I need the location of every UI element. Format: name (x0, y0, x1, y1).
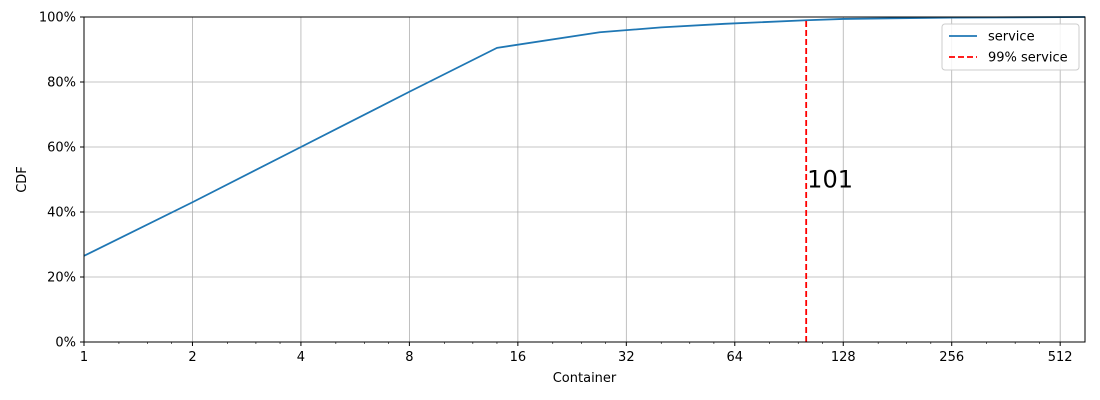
y-tick-label: 0% (55, 336, 76, 351)
x-tick-label: 2 (188, 350, 196, 365)
y-tick-label: 20% (47, 271, 76, 286)
legend-label-99-service: 99% service (988, 51, 1068, 66)
x-tick-label: 64 (727, 350, 744, 365)
y-axis-title: CDF (15, 166, 30, 193)
x-tick-label: 128 (831, 350, 856, 365)
x-tick-label: 512 (1048, 350, 1073, 365)
x-tick-label: 4 (297, 350, 305, 365)
axes-layer: 1 2 4 8 16 32 64 128 256 512 0% 20% 40% 60% 80% 100% (39, 11, 1086, 365)
y-tick-label: 100% (39, 11, 76, 26)
x-axis-title: Container (553, 371, 617, 386)
x-tick-label: 256 (939, 350, 964, 365)
y-tick-label: 40% (47, 206, 76, 221)
y-tick-label: 60% (47, 141, 76, 156)
x-tick-label: 1 (80, 350, 88, 365)
series-line-service (83, 16, 1086, 257)
x-tick-label: 8 (405, 350, 413, 365)
y-tick-label: 80% (47, 76, 76, 91)
series-layer (83, 16, 1086, 342)
annotation-layer: 101 (807, 166, 853, 194)
x-tick-label: 16 (510, 350, 527, 365)
plot-frame (83, 16, 1086, 343)
x-tick-label: 32 (618, 350, 635, 365)
legend: service 99% service (941, 23, 1080, 71)
annotation-label: 101 (807, 166, 853, 194)
legend-label-service: service (988, 30, 1035, 45)
